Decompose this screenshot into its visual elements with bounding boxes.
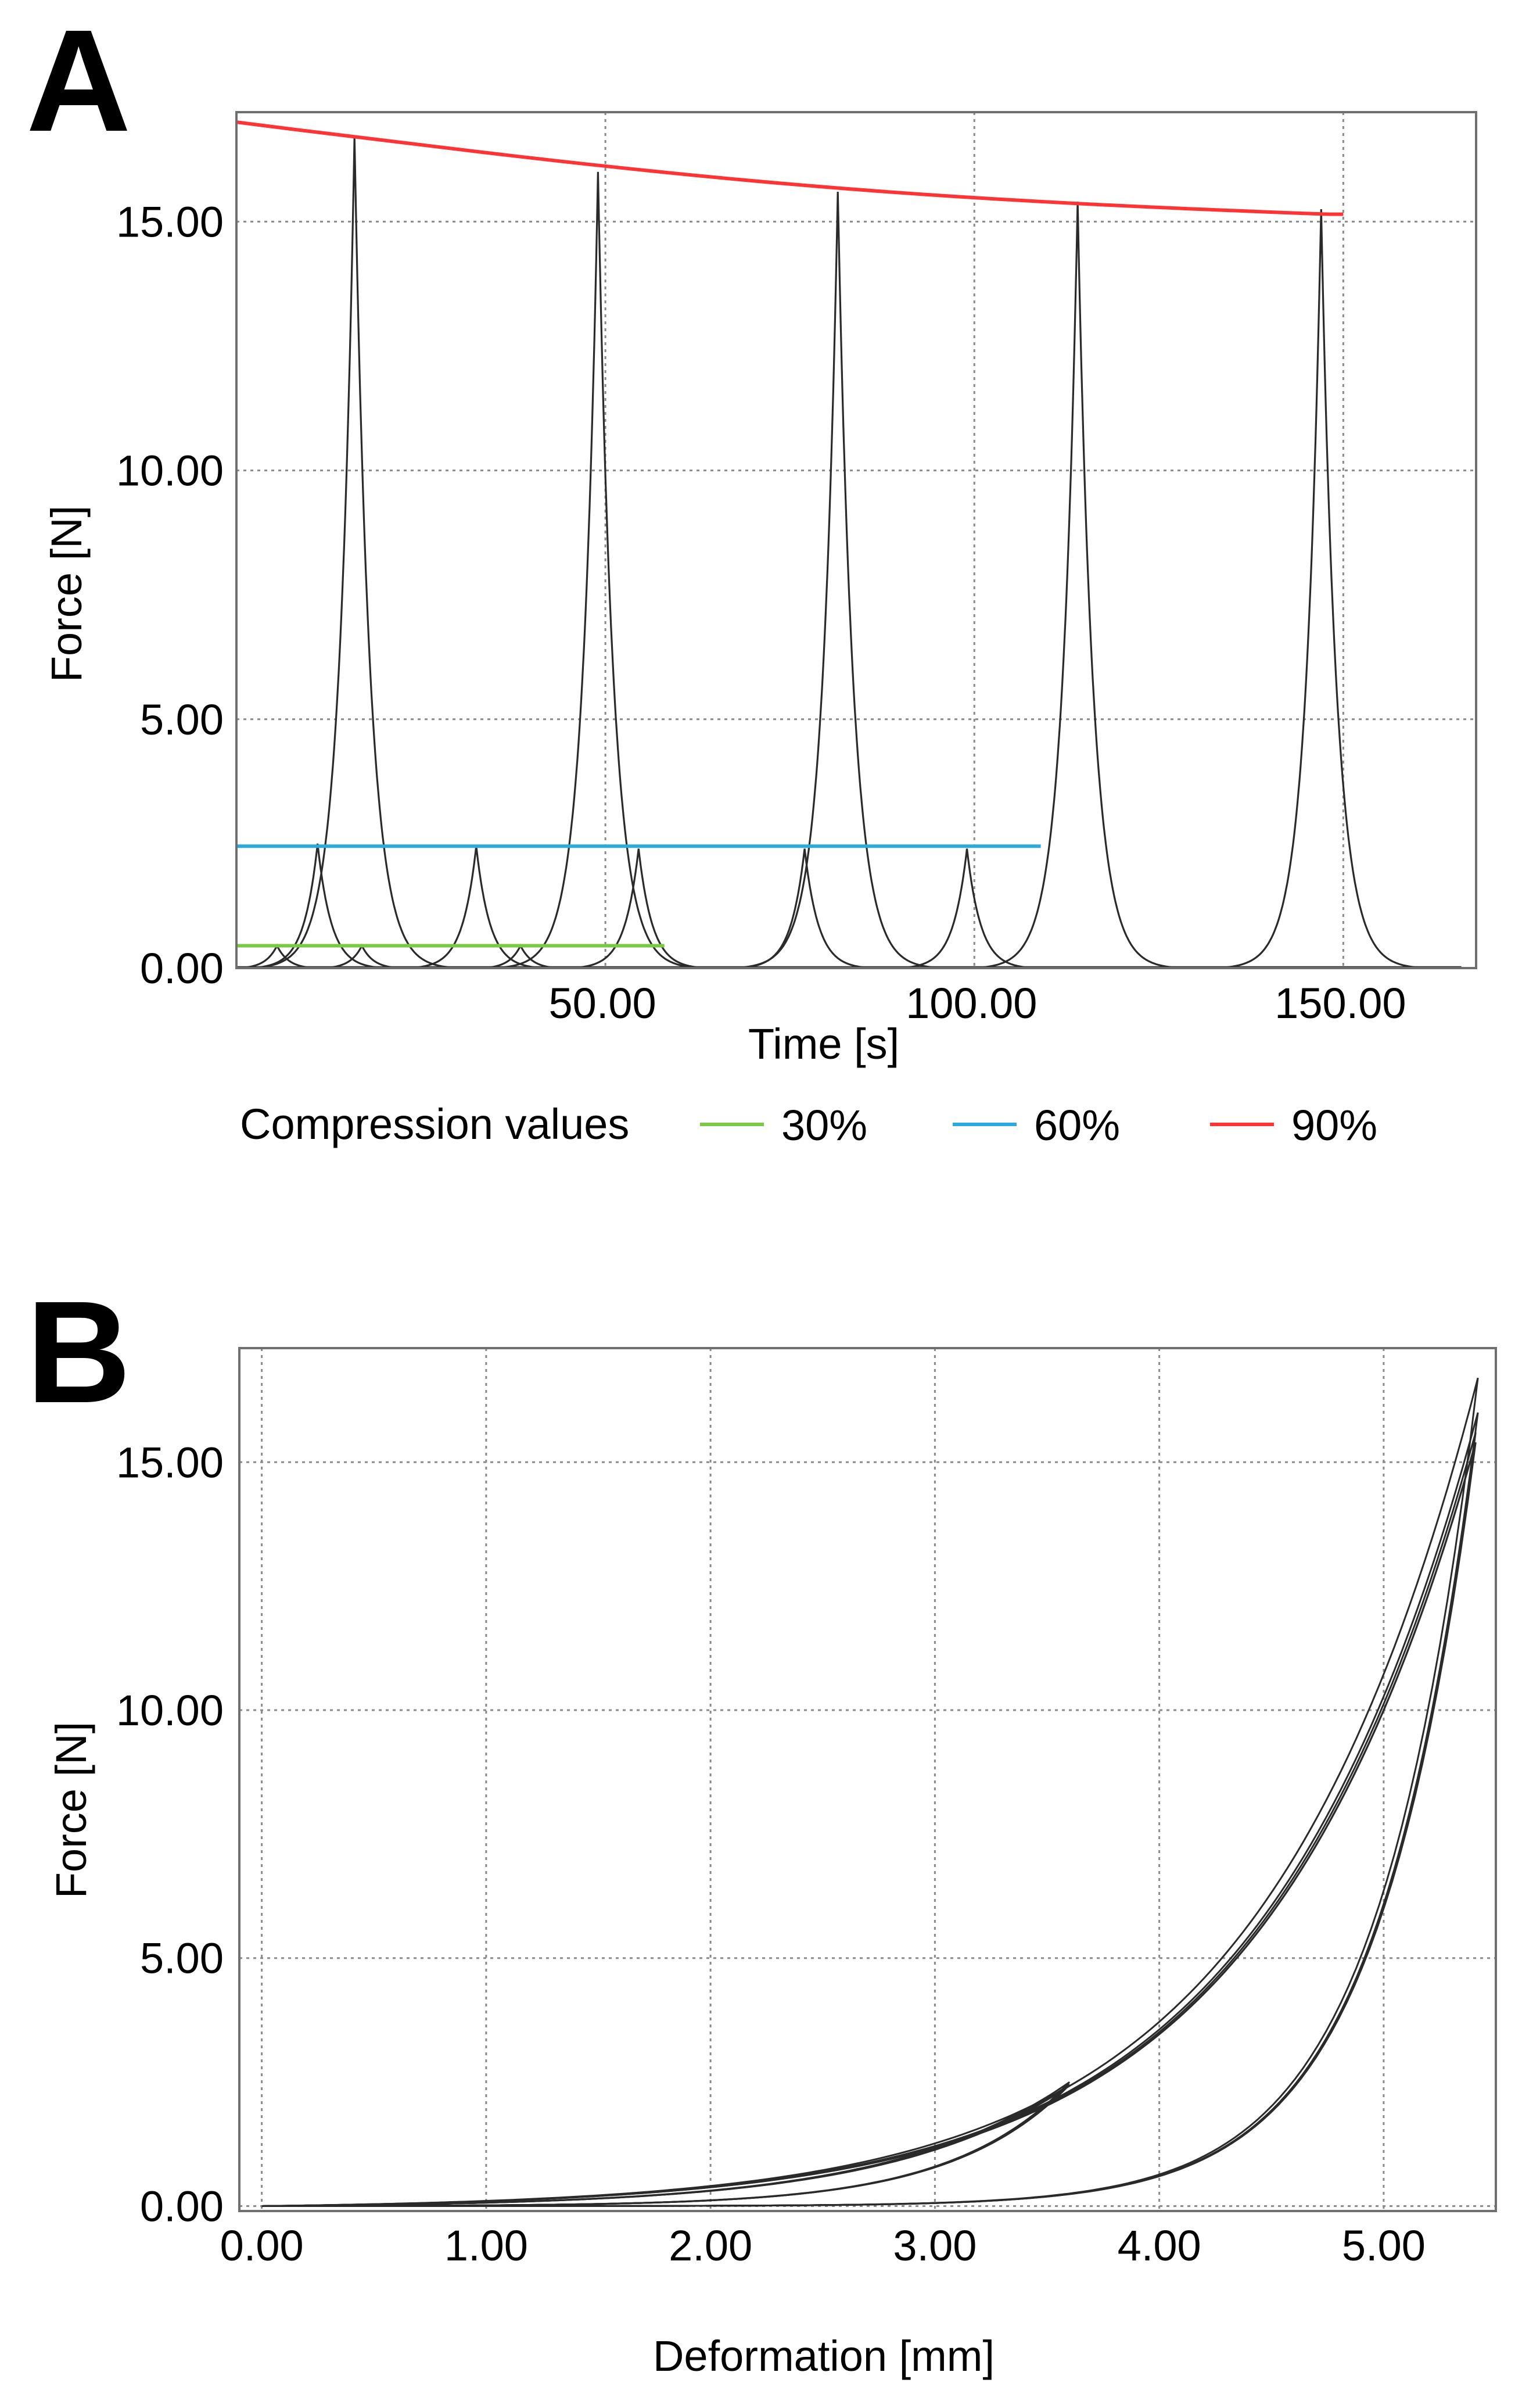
- y-tick-label: 10.00: [116, 1686, 224, 1735]
- hysteresis-loop: [261, 2086, 1068, 2207]
- panel-label-a: A: [26, 0, 131, 162]
- legend-label: 30%: [781, 1101, 867, 1149]
- panel-b-grid: [239, 1348, 1496, 2211]
- panel-a-legend: Compression values 30% 60% 90%: [240, 1100, 1377, 1149]
- force-peak-trace: [572, 848, 705, 969]
- x-tick-label: 0.00: [220, 2221, 304, 2270]
- hysteresis-loop: [261, 1412, 1479, 2207]
- x-tick-label: 50.00: [549, 979, 656, 1027]
- hysteresis-loop: [261, 1432, 1477, 2207]
- legend-label: 60%: [1034, 1101, 1120, 1149]
- force-peak-trace: [1218, 209, 1425, 969]
- panel-a-force-traces: [236, 137, 1462, 969]
- panel-a: A 50.00 100.00 150.00 0.00 5.00 10.00 15.00 Ti…: [26, 0, 1477, 1149]
- y-tick-label: 15.00: [116, 1438, 224, 1486]
- x-tick-label: 150.00: [1275, 979, 1406, 1027]
- y-tick-label: 5.00: [140, 1934, 224, 1983]
- y-tick-label: 0.00: [140, 2182, 224, 2230]
- x-tick-label: 2.00: [669, 2221, 752, 2270]
- panel-b-x-axis-label: Deformation [mm]: [653, 2332, 995, 2380]
- panel-a-y-axis-label: Force [N]: [42, 506, 91, 682]
- x-tick-label: 4.00: [1118, 2221, 1201, 2270]
- force-peak-trace: [494, 171, 702, 969]
- y-tick-label: 15.00: [116, 198, 224, 246]
- force-peak-trace: [240, 943, 314, 969]
- x-tick-label: 100.00: [906, 979, 1037, 1027]
- panel-b-plot-frame: [238, 1347, 1497, 2212]
- y-tick-label: 5.00: [140, 696, 224, 744]
- y-tick-label: 0.00: [140, 944, 224, 992]
- force-peak-trace: [251, 137, 458, 969]
- legend-title: Compression values: [240, 1100, 629, 1148]
- panel-a-compression-lines: [235, 120, 1344, 948]
- legend-label: 90%: [1291, 1101, 1377, 1149]
- x-tick-label: 1.00: [444, 2221, 528, 2270]
- panel-label-b: B: [26, 1271, 131, 1433]
- panel-a-tick-labels: 50.00 100.00 150.00 0.00 5.00 10.00 15.00: [116, 198, 1406, 1027]
- force-peak-trace: [974, 202, 1181, 969]
- hysteresis-loop: [261, 1442, 1477, 2207]
- y-tick-label: 10.00: [116, 447, 224, 495]
- hysteresis-loop: [261, 1449, 1474, 2207]
- panel-b-hysteresis-loops: [261, 1377, 1479, 2207]
- force-peak-trace: [734, 191, 942, 969]
- panel-b: B 0.00 1.00 2.00 3.00 4.00 5.00 0.00 5.00 10.00 1…: [26, 1271, 1497, 2380]
- panel-b-tick-labels: 0.00 1.00 2.00 3.00 4.00 5.00 0.00 5.00 10.00 15.…: [116, 1438, 1426, 2270]
- x-tick-label: 5.00: [1342, 2221, 1426, 2270]
- panel-a-grid: [236, 112, 1476, 968]
- panel-b-y-axis-label: Force [N]: [47, 1722, 95, 1898]
- force-peak-trace: [738, 848, 871, 969]
- panel-a-x-axis-label: Time [s]: [748, 1020, 899, 1068]
- panel-a-plot-frame: [235, 111, 1477, 969]
- x-tick-label: 3.00: [893, 2221, 977, 2270]
- force-peak-trace: [900, 848, 1034, 969]
- hysteresis-loop: [261, 1377, 1479, 2207]
- compression-line-90pct: [235, 120, 1344, 216]
